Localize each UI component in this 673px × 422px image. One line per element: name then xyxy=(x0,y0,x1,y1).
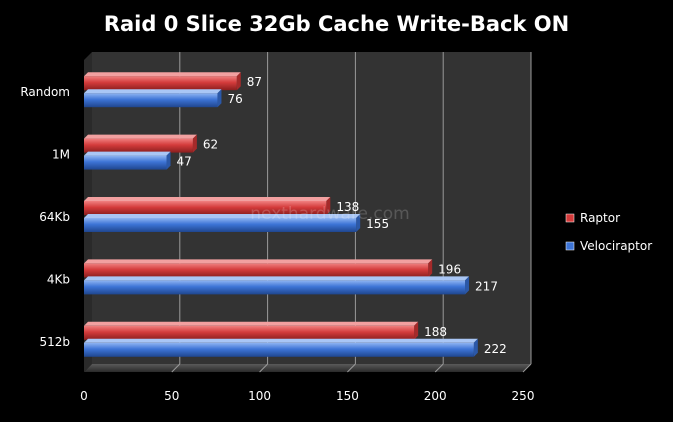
bar-raptor-64kb xyxy=(84,197,331,215)
bar-end-face xyxy=(326,197,331,215)
data-label: 155 xyxy=(366,217,389,231)
watermark-text: nexthardware.com xyxy=(250,204,409,224)
x-tick-label: 150 xyxy=(336,389,359,403)
x-axis-ticks: 0 50 100 150 200 250 xyxy=(80,389,534,403)
data-label: 196 xyxy=(438,262,461,276)
x-tick-label: 100 xyxy=(248,389,271,403)
y-category-label: 512b xyxy=(39,335,70,349)
bar-end-face xyxy=(166,151,171,170)
data-labels: 87 76 62 47 138 155 196 217 188 222 xyxy=(177,75,507,356)
bar-top-face xyxy=(84,151,171,156)
gridline-floor xyxy=(434,363,444,373)
gridline-floor xyxy=(522,363,532,373)
legend-label: Velociraptor xyxy=(580,239,652,253)
legend-swatch xyxy=(565,241,575,251)
data-label: 188 xyxy=(424,325,447,339)
bar-top-face xyxy=(84,276,470,281)
bar-front-face xyxy=(84,138,193,153)
data-label: 76 xyxy=(227,92,242,106)
legend-label: Raptor xyxy=(580,211,620,225)
bar-end-face xyxy=(217,89,222,108)
bar-end-face xyxy=(465,276,470,295)
bar-raptor-random xyxy=(84,72,241,91)
bar-velociraptor-512b xyxy=(84,338,478,357)
bar-top-face xyxy=(84,259,433,264)
bar-top-face xyxy=(84,134,197,139)
bar-raptor-1m xyxy=(84,134,197,153)
data-label: 222 xyxy=(484,342,507,356)
data-label: 87 xyxy=(247,75,262,89)
bar-end-face xyxy=(356,214,361,232)
bar-top-face xyxy=(84,321,419,326)
bar-front-face xyxy=(84,93,218,108)
data-label: 62 xyxy=(203,138,218,152)
bar-front-face xyxy=(84,155,167,170)
bars xyxy=(84,72,478,357)
bar-raptor-512b xyxy=(84,321,419,340)
bar-end-face xyxy=(192,134,197,153)
bar-top-face xyxy=(84,197,331,201)
gridline-floor xyxy=(347,363,356,373)
bar-end-face xyxy=(236,72,241,91)
plot-floor xyxy=(84,364,531,372)
bar-front-face xyxy=(84,263,429,278)
data-label: 47 xyxy=(177,155,192,169)
y-category-label: 1M xyxy=(52,148,70,162)
data-label: 138 xyxy=(336,200,359,214)
bar-front-face xyxy=(84,342,474,357)
bar-raptor-4kb xyxy=(84,259,433,278)
bar-end-face xyxy=(473,338,478,357)
bar-top-face xyxy=(84,89,222,94)
bar-end-face xyxy=(414,321,419,340)
bar-front-face xyxy=(84,280,466,295)
x-tick-label: 200 xyxy=(424,389,447,403)
bar-top-face xyxy=(84,72,241,77)
bar-velociraptor-64kb xyxy=(84,214,361,232)
y-category-label: 64Kb xyxy=(39,210,70,224)
bar-top-face xyxy=(84,338,478,343)
data-label: 217 xyxy=(475,279,498,293)
gridline-floor xyxy=(259,363,268,373)
bar-top-face xyxy=(84,214,361,218)
gridline-floor xyxy=(171,363,181,373)
legend: Raptor Velociraptor xyxy=(565,211,652,253)
bar-front-face xyxy=(84,325,415,340)
bar-front-face xyxy=(84,76,237,91)
bar-end-face xyxy=(428,259,433,278)
x-tick-label: 0 xyxy=(80,389,88,403)
legend-swatch xyxy=(565,213,575,223)
bar-velociraptor-1m xyxy=(84,151,171,170)
bar-velociraptor-random xyxy=(84,89,222,108)
x-tick-label: 250 xyxy=(512,389,535,403)
bar-velociraptor-4kb xyxy=(84,276,470,295)
chart-title: Raid 0 Slice 32Gb Cache Write-Back ON xyxy=(103,12,570,36)
y-category-label: Random xyxy=(20,85,70,99)
bar-front-face xyxy=(84,201,327,215)
y-category-label: 4Kb xyxy=(47,272,70,286)
y-axis-categories: Random 1M 64Kb 4Kb 512b xyxy=(20,85,70,349)
bar-front-face xyxy=(84,218,357,232)
x-tick-label: 50 xyxy=(164,389,179,403)
